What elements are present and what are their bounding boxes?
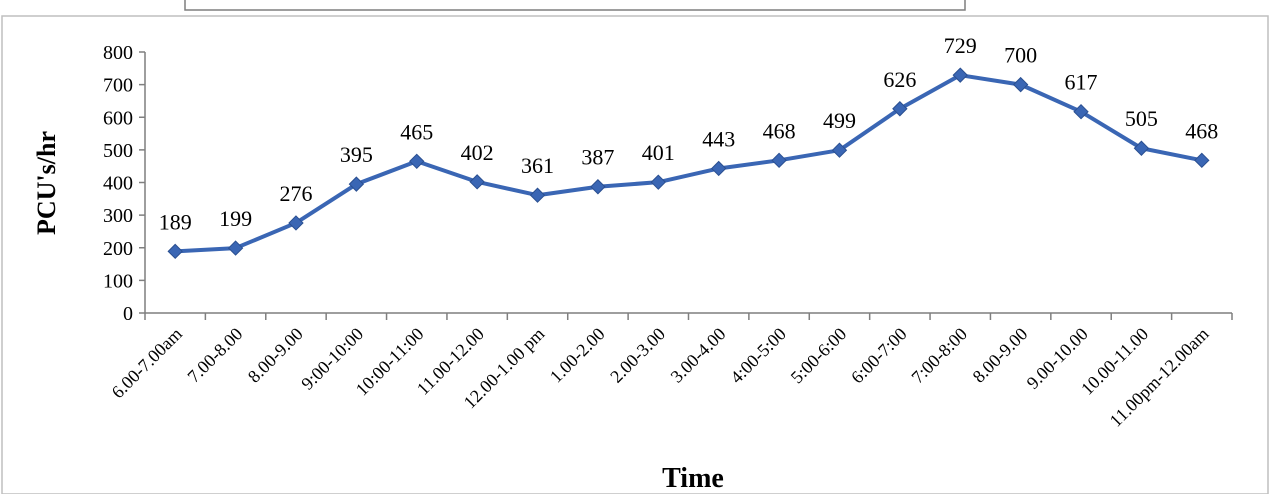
data-point	[227, 240, 244, 256]
data-label: 465	[400, 119, 433, 144]
data-label: 276	[279, 181, 312, 206]
x-tick-label: 6.00-7.00am	[108, 324, 186, 402]
x-tick-label: 6:00-7:00	[847, 324, 911, 388]
data-point	[167, 243, 183, 260]
data-label: 402	[461, 140, 494, 165]
x-tick-label: 7.00-8.00	[183, 324, 246, 387]
x-tick-label: 7:00-8:00	[907, 324, 971, 388]
data-point	[469, 174, 485, 190]
y-tick-label: 0	[123, 303, 133, 325]
data-label: 401	[642, 140, 675, 165]
data-point	[771, 152, 787, 169]
y-axis: 0 100 200 300 400 500 600 700 800	[103, 42, 146, 325]
x-axis-label: Time	[662, 463, 724, 494]
data-label: 395	[340, 142, 373, 167]
y-axis-label: PCU's/hr	[32, 131, 61, 235]
x-tick-label: 5:00-6:00	[787, 324, 851, 388]
data-point	[1012, 76, 1029, 93]
data-label: 499	[823, 108, 856, 133]
y-tick-label: 300	[103, 205, 133, 227]
data-label: 468	[1185, 118, 1218, 143]
data-point	[710, 160, 727, 177]
x-tick-label: 4:00-5:00	[726, 324, 790, 388]
y-tick-label: 400	[103, 173, 133, 195]
data-point	[590, 179, 606, 195]
x-tick-label: 3.00-4.00	[667, 324, 730, 387]
x-tick-label: 2.00-3.00	[606, 324, 669, 387]
y-tick-label: 700	[103, 75, 133, 97]
x-tick-label: 8.00-9.00	[969, 324, 1032, 387]
data-point	[1133, 140, 1150, 156]
data-point	[409, 153, 425, 170]
data-label: 189	[159, 209, 192, 234]
data-labels: 189 199 276 395 465 402 361 387 401 443 468 499 626 7…	[159, 33, 1219, 234]
data-label: 505	[1125, 106, 1158, 131]
y-tick-label: 600	[103, 107, 133, 129]
data-point	[650, 174, 667, 190]
data-point	[348, 176, 365, 192]
data-label: 443	[702, 126, 735, 151]
chart-border	[1, 15, 1269, 494]
data-point	[529, 187, 546, 203]
y-tick-label: 500	[103, 140, 133, 162]
data-point	[1194, 152, 1210, 169]
series-pcu	[167, 67, 1210, 260]
data-label: 700	[1004, 43, 1037, 68]
data-label: 626	[883, 67, 916, 92]
data-label: 387	[581, 145, 614, 170]
data-label: 617	[1065, 70, 1098, 95]
data-point	[288, 215, 304, 231]
data-point	[952, 67, 968, 83]
data-point	[1073, 103, 1089, 120]
y-tick-label: 100	[103, 270, 133, 292]
data-point	[892, 101, 908, 117]
y-tick-label: 200	[103, 238, 133, 260]
x-tick-label: 8.00-9.00	[244, 324, 307, 387]
data-label: 729	[944, 33, 977, 58]
data-point	[831, 142, 848, 158]
data-label: 361	[521, 153, 554, 178]
top-box-remnant	[184, 0, 966, 11]
data-label: 468	[763, 118, 796, 143]
x-tick-label: 1.00-2.00	[546, 324, 609, 387]
x-axis: 6.00-7.00am7.00-8.008.00-9.009:00-10:001…	[108, 312, 1233, 431]
y-tick-label: 800	[103, 42, 133, 64]
series-line	[175, 73, 1203, 254]
data-label: 199	[219, 206, 252, 231]
